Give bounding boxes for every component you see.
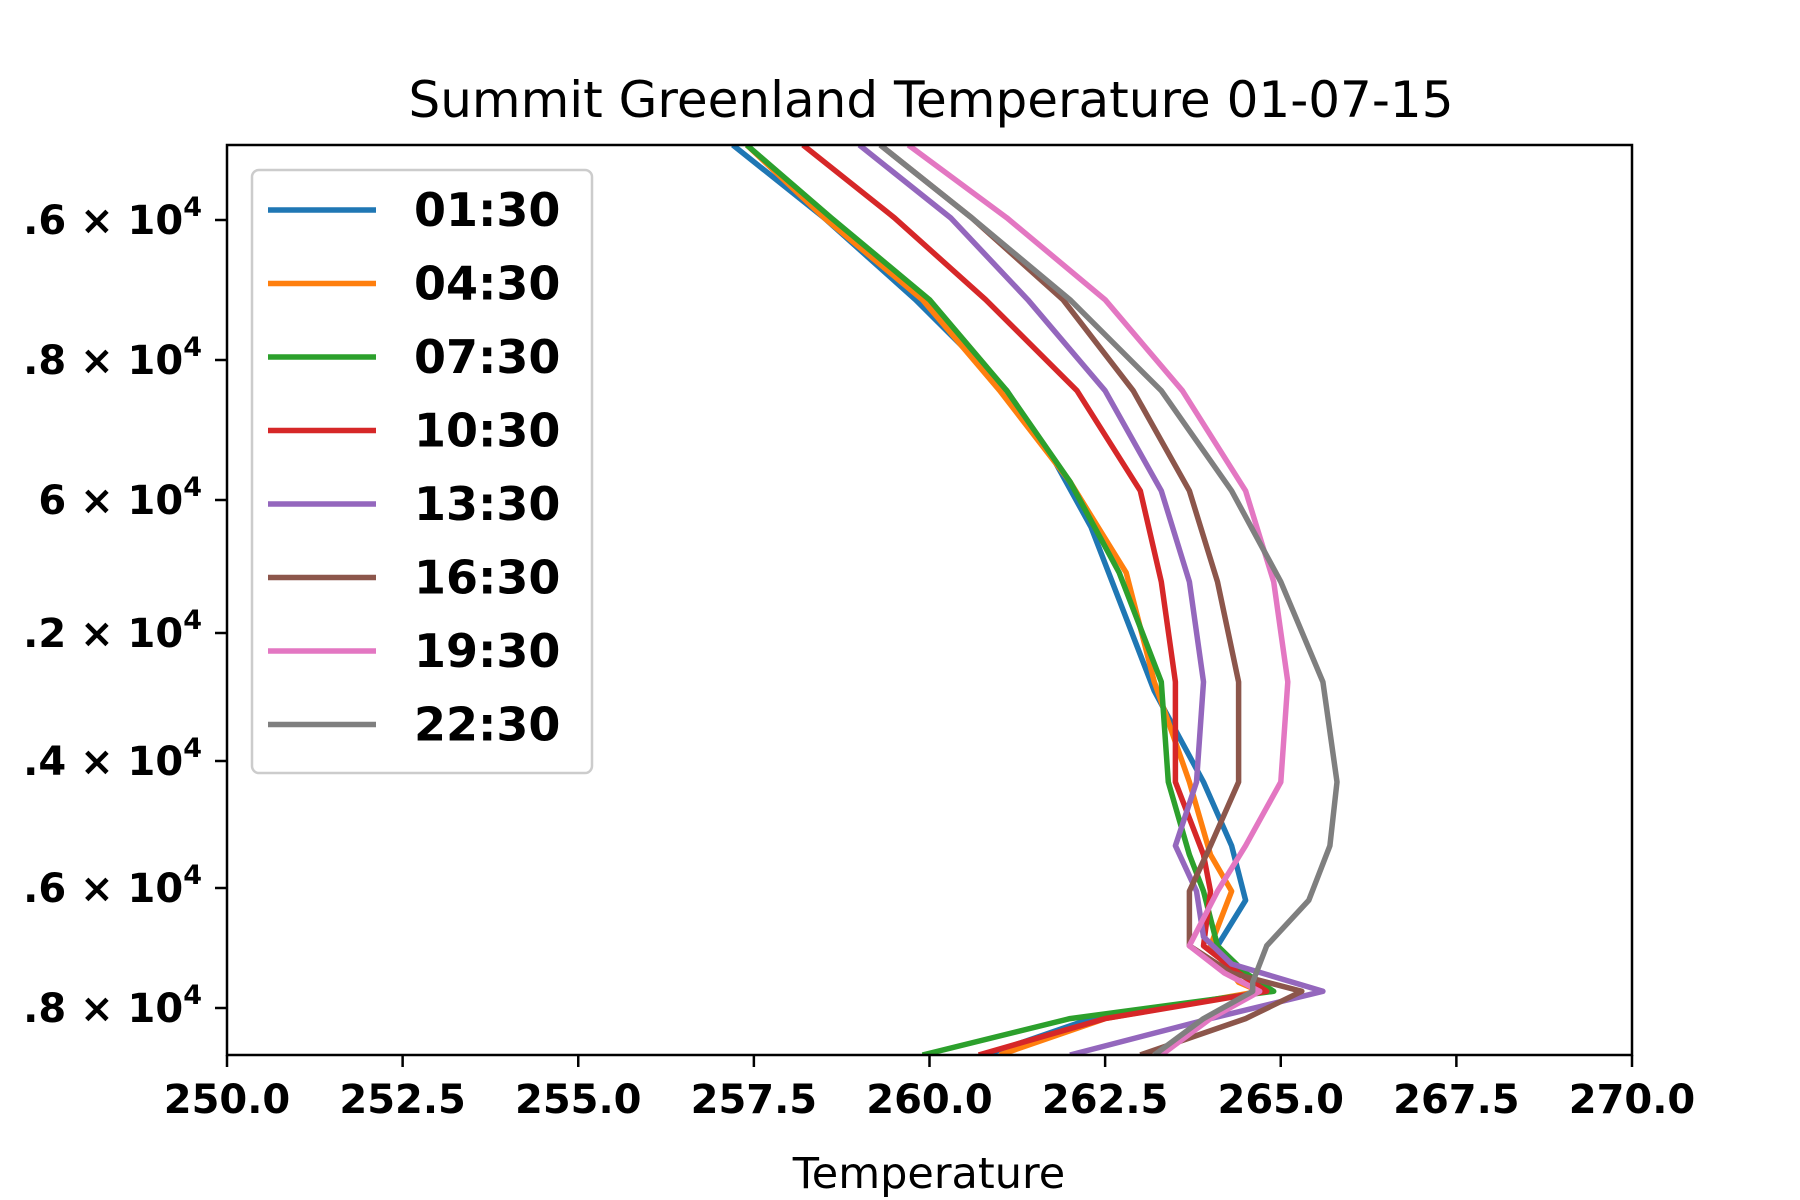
legend-label: 13:30 [414,477,560,531]
legend-label: 16:30 [414,551,560,605]
legend-label: 01:30 [414,183,560,237]
y-tick-label: .6 × 104 [23,860,202,912]
x-tick-label: 265.0 [1217,1077,1344,1123]
y-tick-label: .2 × 104 [23,605,202,657]
legend-label: 19:30 [414,624,560,678]
legend: 01:30 04:30 07:30 10:30 13:30 16:30 19:30 22:30 [250,168,594,775]
x-tick-label: 255.0 [515,1077,642,1123]
y-tick-label: .4 × 104 [23,733,202,785]
x-axis-label: Temperature [792,1149,1065,1199]
legend-label: 22:30 [414,698,560,752]
y-tick-label: .8 × 104 [23,332,202,384]
x-axis: 250.0 252.5 255.0 257.5 260.0 262.5 265.0 267.5… [164,1055,1696,1123]
x-tick-label: 252.5 [339,1077,466,1123]
legend-label: 10:30 [414,404,560,458]
series-line-1630 [878,145,1305,1055]
series-line-2230 [878,145,1340,1055]
y-tick-label: .6 × 104 [23,192,202,244]
x-tick-label: 267.5 [1393,1077,1520,1123]
x-tick-label: 250.0 [164,1077,291,1123]
y-tick-label: .8 × 104 [23,980,202,1032]
x-tick-label: 270.0 [1569,1077,1696,1123]
y-axis: .6 × 104 .8 × 104 6 × 104 .2 × 104 .4 × 104.… [23,192,227,1032]
y-tick-label: 6 × 104 [38,472,202,524]
legend-label: 04:30 [414,257,560,311]
legend-box [250,168,594,775]
series-line-1330 [857,145,1326,1055]
series-line-1030 [801,145,1270,1055]
x-tick-label: 257.5 [691,1077,818,1123]
legend-label: 07:30 [414,330,560,384]
chart-title: Summit Greenland Temperature 01-07-15 [408,71,1453,129]
series-group [731,145,1340,1055]
x-tick-label: 260.0 [866,1077,993,1123]
series-line-1930 [906,145,1291,1055]
series-line-0730 [745,145,1277,1055]
x-tick-label: 262.5 [1042,1077,1169,1123]
